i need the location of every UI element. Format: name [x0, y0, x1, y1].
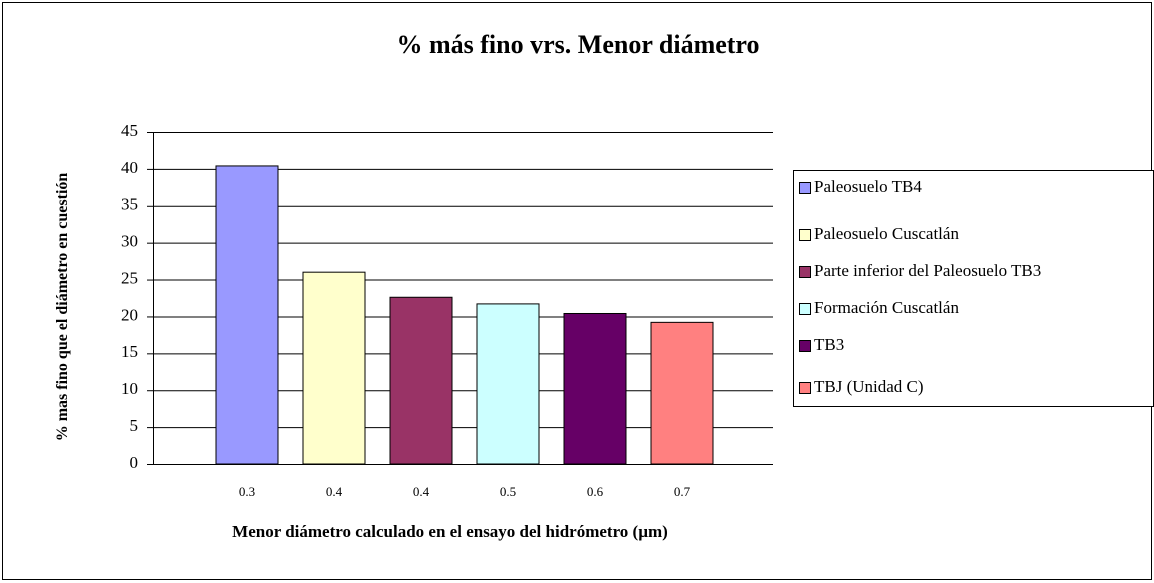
y-tick-label: 40	[121, 158, 138, 177]
bar	[302, 271, 366, 465]
bar	[563, 312, 627, 465]
y-tick-label: 25	[121, 268, 138, 287]
bar	[389, 296, 453, 465]
legend-swatch	[799, 303, 811, 315]
legend-label: TBJ (Unidad C)	[814, 377, 924, 396]
y-tick-label: 5	[130, 416, 139, 435]
y-tick-label: 35	[121, 195, 138, 214]
chart-title: % más fino vrs. Menor diámetro	[397, 30, 760, 59]
y-tick-label: 10	[121, 379, 138, 398]
y-tick-label: 0	[130, 453, 139, 472]
x-tick-label: 0.4	[413, 484, 430, 499]
bar	[215, 165, 279, 465]
legend-swatch	[799, 340, 811, 352]
y-tick-label: 45	[121, 121, 138, 140]
x-tick-label: 0.5	[500, 484, 516, 499]
legend-swatch	[799, 182, 811, 194]
legend-label: Paleosuelo TB4	[814, 177, 922, 196]
legend-label: Formación Cuscatlán	[814, 298, 959, 317]
legend-swatch	[799, 229, 811, 241]
y-tick-label: 20	[121, 305, 138, 324]
y-axis-title: % mas fino que el diámetro en cuestión	[54, 172, 71, 442]
x-axis-title: Menor diámetro calculado en el ensayo de…	[232, 522, 668, 541]
x-tick-label: 0.4	[326, 484, 343, 499]
legend-label: TB3	[814, 335, 844, 354]
bar	[476, 303, 540, 465]
x-tick-label: 0.7	[674, 484, 691, 499]
legend-label: Paleosuelo Cuscatlán	[814, 224, 959, 243]
legend-label: Parte inferior del Paleosuelo TB3	[814, 261, 1041, 280]
legend-box	[793, 170, 1154, 407]
x-tick-label: 0.3	[239, 484, 255, 499]
bar	[650, 321, 714, 465]
legend-swatch	[799, 382, 811, 394]
y-tick-label: 15	[121, 342, 138, 361]
y-tick-label: 30	[121, 232, 138, 251]
x-tick-label: 0.6	[587, 484, 604, 499]
legend-swatch	[799, 266, 811, 278]
